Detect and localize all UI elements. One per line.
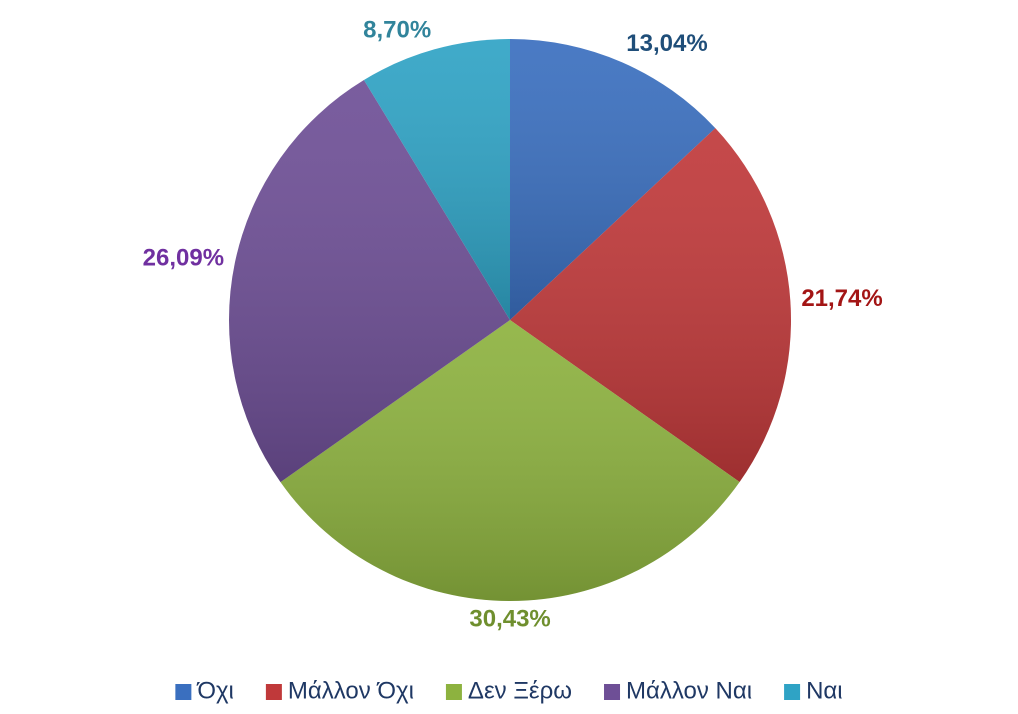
slice-shade xyxy=(510,128,791,483)
slice-shade xyxy=(280,320,740,601)
legend-swatch xyxy=(265,684,282,700)
value-label: 21,74% xyxy=(801,285,882,312)
value-label: 13,04% xyxy=(626,30,707,57)
legend-label: Ναι xyxy=(806,677,843,704)
legend-swatch xyxy=(604,684,621,700)
legend-swatch xyxy=(175,684,192,700)
legend: Όχι Μάλλον Όχι Δεν Ξέρω Μάλλον Ναι Ναι xyxy=(175,677,843,704)
legend-swatch xyxy=(784,684,801,700)
value-label: 30,43% xyxy=(469,605,550,632)
legend-swatch xyxy=(445,684,462,700)
value-label: 26,09% xyxy=(143,244,224,271)
slice-shade xyxy=(510,39,716,320)
slice-shade xyxy=(363,39,510,320)
legend-label: Μάλλον Όχι xyxy=(288,677,414,704)
legend-label: Όχι xyxy=(196,677,234,704)
slice-shade xyxy=(229,79,510,483)
legend-label: Δεν Ξέρω xyxy=(468,677,572,704)
legend-label: Μάλλον Ναι xyxy=(626,677,752,704)
value-label: 8,70% xyxy=(363,16,431,43)
